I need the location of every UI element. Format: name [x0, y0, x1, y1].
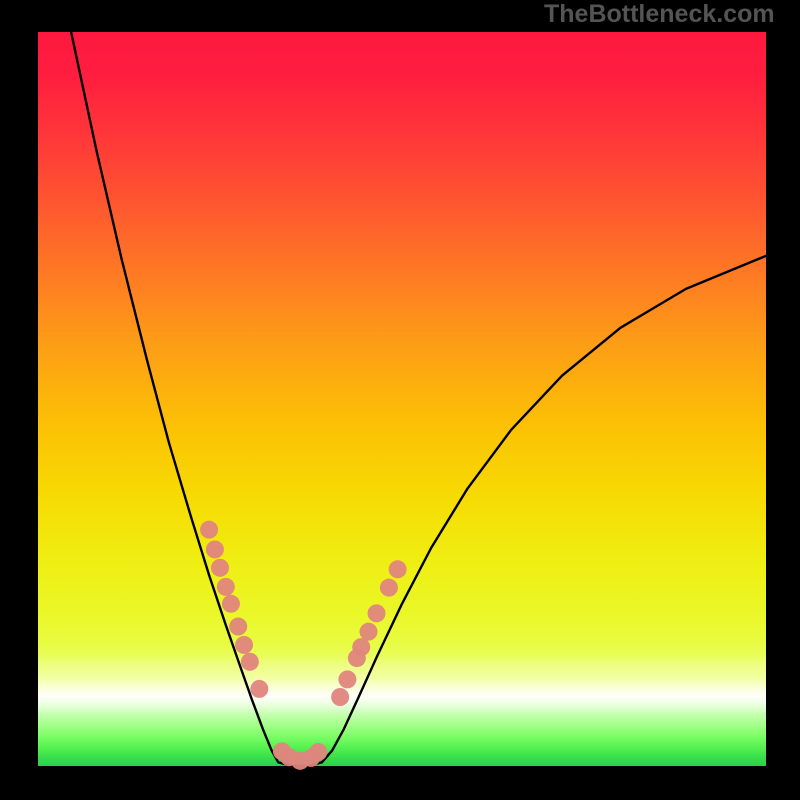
data-dot — [206, 540, 224, 558]
data-dot — [250, 680, 268, 698]
data-dot — [200, 521, 218, 539]
data-dot — [217, 578, 235, 596]
data-dot — [235, 636, 253, 654]
data-dot — [368, 604, 386, 622]
data-dot — [331, 688, 349, 706]
data-dot — [229, 618, 247, 636]
data-dot — [222, 595, 240, 613]
data-dot — [211, 559, 229, 577]
watermark-text: TheBottleneck.com — [544, 0, 775, 29]
chart-stage: TheBottleneck.com — [0, 0, 800, 800]
data-dot — [352, 638, 370, 656]
bottleneck-chart — [0, 0, 800, 800]
data-dot — [389, 560, 407, 578]
data-dot — [380, 579, 398, 597]
data-dot — [360, 623, 378, 641]
data-dot — [338, 670, 356, 688]
data-dot — [241, 653, 259, 671]
plot-area — [38, 32, 766, 766]
data-dot — [309, 743, 327, 761]
